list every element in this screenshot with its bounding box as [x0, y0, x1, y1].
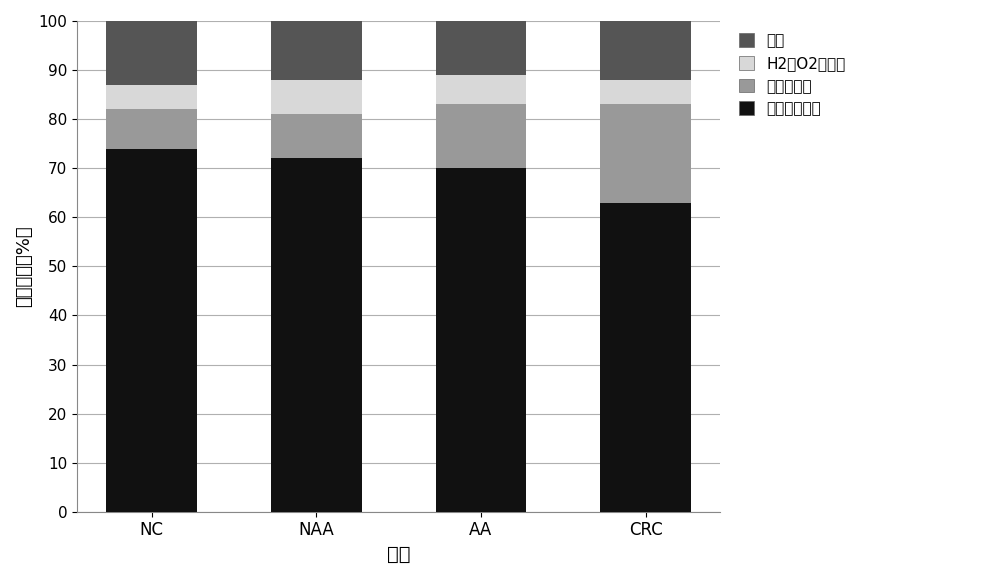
Bar [600, 104, 691, 203]
Bar [271, 21, 362, 80]
Bar [106, 109, 197, 149]
Bar [436, 104, 526, 168]
Bar [271, 159, 362, 512]
Legend: 糖解, H2和O2生产者, 机会病原体, 丁酸盐生产者: 糖解, H2和O2生产者, 机会病原体, 丁酸盐生产者 [734, 28, 850, 121]
Bar [436, 21, 526, 75]
Bar [106, 85, 197, 109]
Bar [436, 168, 526, 512]
Bar [271, 80, 362, 114]
Bar [106, 21, 197, 85]
Bar [271, 114, 362, 159]
Bar [106, 149, 197, 512]
Bar [600, 203, 691, 512]
X-axis label: 诊断: 诊断 [387, 545, 410, 564]
Bar [600, 80, 691, 104]
Y-axis label: 相对丰度（%）: 相对丰度（%） [15, 226, 33, 307]
Bar [600, 21, 691, 80]
Bar [436, 75, 526, 104]
